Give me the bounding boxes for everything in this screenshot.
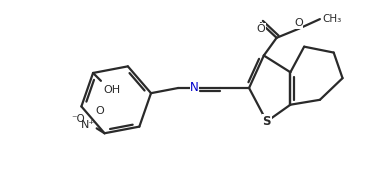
- Text: OH: OH: [103, 85, 120, 95]
- Text: CH₃: CH₃: [323, 14, 342, 24]
- Text: O: O: [256, 24, 265, 34]
- Text: N⁺: N⁺: [80, 120, 95, 130]
- Text: ⁻O: ⁻O: [71, 114, 85, 124]
- Text: O: O: [95, 106, 104, 116]
- Text: N: N: [190, 82, 199, 95]
- Text: O: O: [294, 18, 303, 28]
- Text: S: S: [263, 115, 271, 128]
